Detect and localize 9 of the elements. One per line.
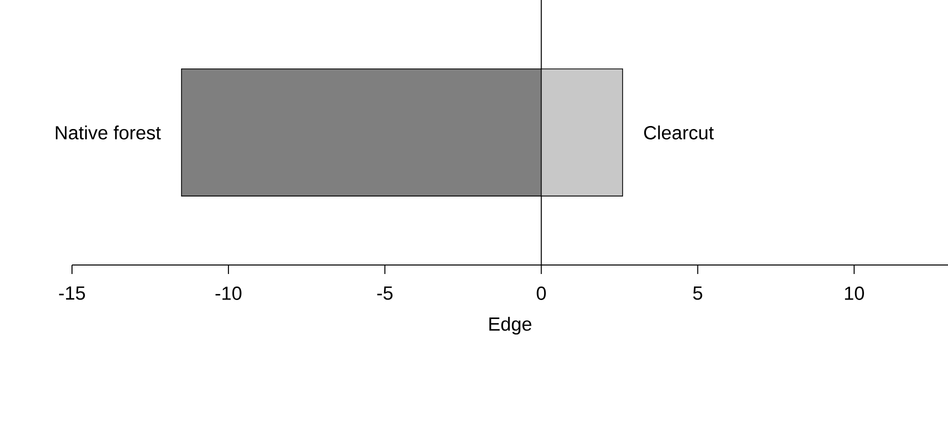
- series-label: Clearcut: [644, 126, 714, 140]
- x-tick-label: -15: [59, 286, 85, 300]
- x-tick-label: 10: [845, 286, 864, 300]
- x-tick-label: 0: [536, 286, 546, 300]
- x-tick-label: -10: [216, 286, 242, 300]
- series-label: Native forest: [56, 126, 161, 140]
- x-tick-label: -5: [377, 286, 393, 300]
- x-tick-label: 5: [693, 286, 702, 300]
- x-axis-title: Edge: [489, 316, 532, 335]
